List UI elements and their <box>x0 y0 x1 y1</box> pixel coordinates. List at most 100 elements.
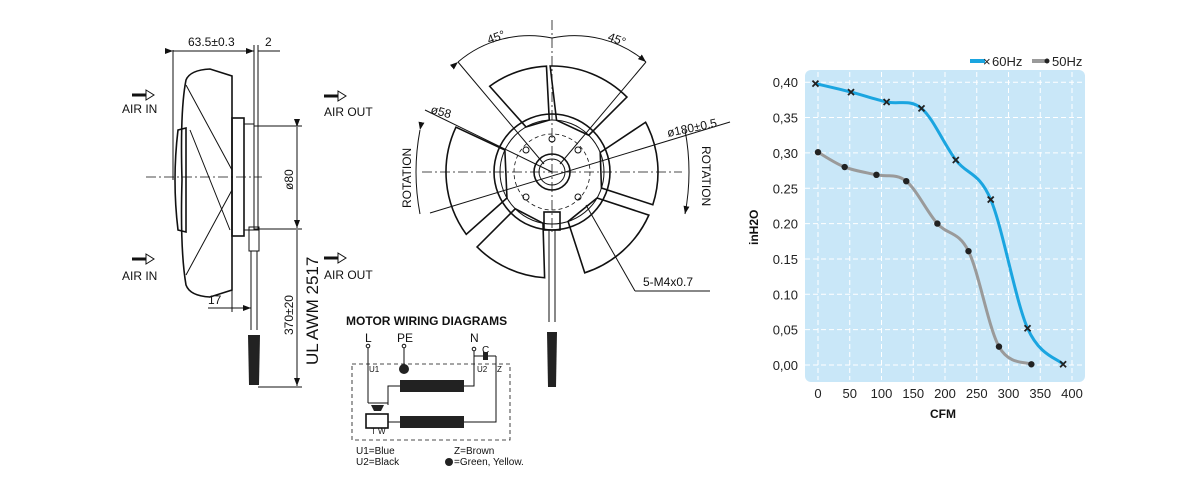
fan-blade <box>567 197 650 274</box>
legend-u2: U2=Black <box>356 457 400 468</box>
y-tick-label: 0,40 <box>773 75 798 90</box>
x-tick-label: 200 <box>934 386 956 401</box>
dim-hub: ø58 <box>429 102 453 121</box>
dim-depth: 63.5±0.3 <box>188 35 235 49</box>
fan-blade <box>445 126 508 236</box>
legend: × 60Hz 50Hz <box>970 54 1082 69</box>
dim-offset: 17 <box>208 293 222 307</box>
label-air-in-top: AIR IN <box>122 102 157 116</box>
ground-legend-icon <box>445 458 453 466</box>
y-tick-label: 0,00 <box>773 358 798 373</box>
data-point-60hz <box>917 104 926 112</box>
legend-pe: =Green, Yellow. <box>454 457 524 468</box>
x-tick-label: 250 <box>966 386 988 401</box>
data-point-50hz <box>903 177 910 185</box>
screw-hole-icon <box>574 193 582 201</box>
data-point-50hz <box>934 220 941 227</box>
capacitor-label: C <box>482 345 489 356</box>
tw-label: T W <box>371 427 386 436</box>
cable-spec: UL AWM 2517 <box>303 257 322 365</box>
fan-blade <box>549 65 629 137</box>
data-point-50hz <box>873 171 880 179</box>
x-tick-label: 400 <box>1061 386 1083 401</box>
y-axis-label: inH2O <box>747 210 761 245</box>
series-layer <box>811 79 1067 368</box>
data-point-60hz <box>847 88 855 96</box>
data-point-50hz <box>995 343 1003 350</box>
arrow-air-out-bottom-icon <box>324 252 347 264</box>
legend-u1: U1=Blue <box>356 446 395 457</box>
dim-cable-length: 370±20 <box>282 295 296 335</box>
data-point-60hz <box>882 98 891 106</box>
legend-label-50hz: 50Hz <box>1052 54 1082 69</box>
angle-left: 45° <box>485 27 507 46</box>
legend-marker-60hz: × <box>983 54 991 69</box>
dim-flange: 2 <box>265 35 272 49</box>
legend-label-60hz: 60Hz <box>992 54 1022 69</box>
series-line-50hz <box>817 150 1033 366</box>
arrow-air-in-bottom-icon <box>132 253 155 265</box>
y-tick-label: 0.25 <box>773 181 798 196</box>
legend-marker-50hz <box>1044 58 1050 64</box>
cable-gland <box>543 211 561 231</box>
data-point-50hz <box>841 163 848 171</box>
z-label: Z <box>497 365 502 374</box>
data-point-60hz <box>987 195 995 204</box>
data-point-60hz <box>811 79 820 88</box>
dim-outer: ø180±0.5 <box>666 116 719 140</box>
terminal-n: N <box>470 331 479 345</box>
x-tick-label: 300 <box>998 386 1020 401</box>
fan-blade <box>488 65 551 128</box>
y-tick-label: 0,35 <box>773 111 798 126</box>
series-line-60hz <box>815 82 1065 366</box>
screw-spec: 5-M4x0.7 <box>643 275 693 289</box>
data-point-50hz <box>965 247 972 255</box>
screw-hole-icon <box>522 146 530 154</box>
dim-diameter: ø80 <box>282 169 296 190</box>
coil-main <box>400 380 464 392</box>
x-axis-label: CFM <box>930 407 956 421</box>
coil-aux <box>400 416 464 428</box>
legend-z: Z=Brown <box>454 446 494 457</box>
x-tick-label: 100 <box>871 386 893 401</box>
x-tick-label: 350 <box>1029 386 1051 401</box>
x-tick-label: 0 <box>814 386 821 401</box>
label-air-out-top: AIR OUT <box>324 105 373 119</box>
data-point-60hz <box>952 156 960 164</box>
arrow-air-in-top-icon <box>132 89 155 101</box>
data-point-60hz <box>1059 360 1067 368</box>
data-point-50hz <box>1028 361 1035 368</box>
fan-blade <box>475 207 546 279</box>
wiring-diagram: MOTOR WIRING DIAGRAMS L PE N C U1 U2 Z T… <box>346 314 524 468</box>
u2-label: U2 <box>477 365 488 374</box>
data-point-50hz <box>814 148 822 156</box>
y-tick-label: 0,30 <box>773 146 798 161</box>
y-tick-label: 0.20 <box>773 217 798 232</box>
side-view: 63.5±0.3 2 AIR IN AIR IN AIR OUT AIR OUT… <box>122 35 373 388</box>
wiring-title: MOTOR WIRING DIAGRAMS <box>346 314 507 328</box>
ground-icon <box>399 364 409 374</box>
fan-blade <box>599 121 659 206</box>
terminal-l: L <box>365 331 372 345</box>
label-air-out-bottom: AIR OUT <box>324 268 373 282</box>
screw-hole-icon <box>574 146 582 154</box>
data-point-60hz <box>1023 324 1032 332</box>
screw-hole-icon <box>522 193 530 201</box>
arrow-air-out-top-icon <box>324 90 347 102</box>
x-tick-label: 50 <box>843 386 857 401</box>
x-tick-labels: 0 50 100 150 200 250 300 350 400 <box>814 386 1082 401</box>
front-view <box>415 20 731 387</box>
y-tick-label: 0.15 <box>773 252 798 267</box>
x-tick-label: 150 <box>902 386 924 401</box>
y-tick-label: 0.10 <box>773 287 798 302</box>
y-tick-label: 0,05 <box>773 323 798 338</box>
rotation-right: ROTATION <box>699 146 713 206</box>
grid <box>805 72 1085 380</box>
performance-chart: 0,00 0,05 0.10 0.15 0.20 0.25 0,30 0,35 0,40 0 50… <box>747 54 1085 421</box>
angle-right: 45° <box>606 30 628 49</box>
capacitor-icon <box>483 352 488 360</box>
label-air-in-bottom: AIR IN <box>122 269 157 283</box>
terminal-pe: PE <box>397 331 413 345</box>
u1-label: U1 <box>369 365 380 374</box>
